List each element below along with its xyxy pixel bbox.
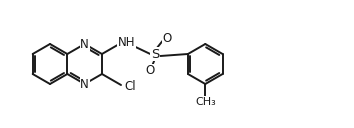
Text: Cl: Cl [124, 79, 136, 93]
Text: S: S [151, 47, 159, 61]
Text: N: N [80, 77, 89, 90]
Text: CH₃: CH₃ [195, 97, 216, 107]
Text: O: O [162, 31, 172, 45]
Text: N: N [80, 38, 89, 51]
Text: NH: NH [118, 36, 135, 50]
Text: O: O [145, 65, 155, 77]
